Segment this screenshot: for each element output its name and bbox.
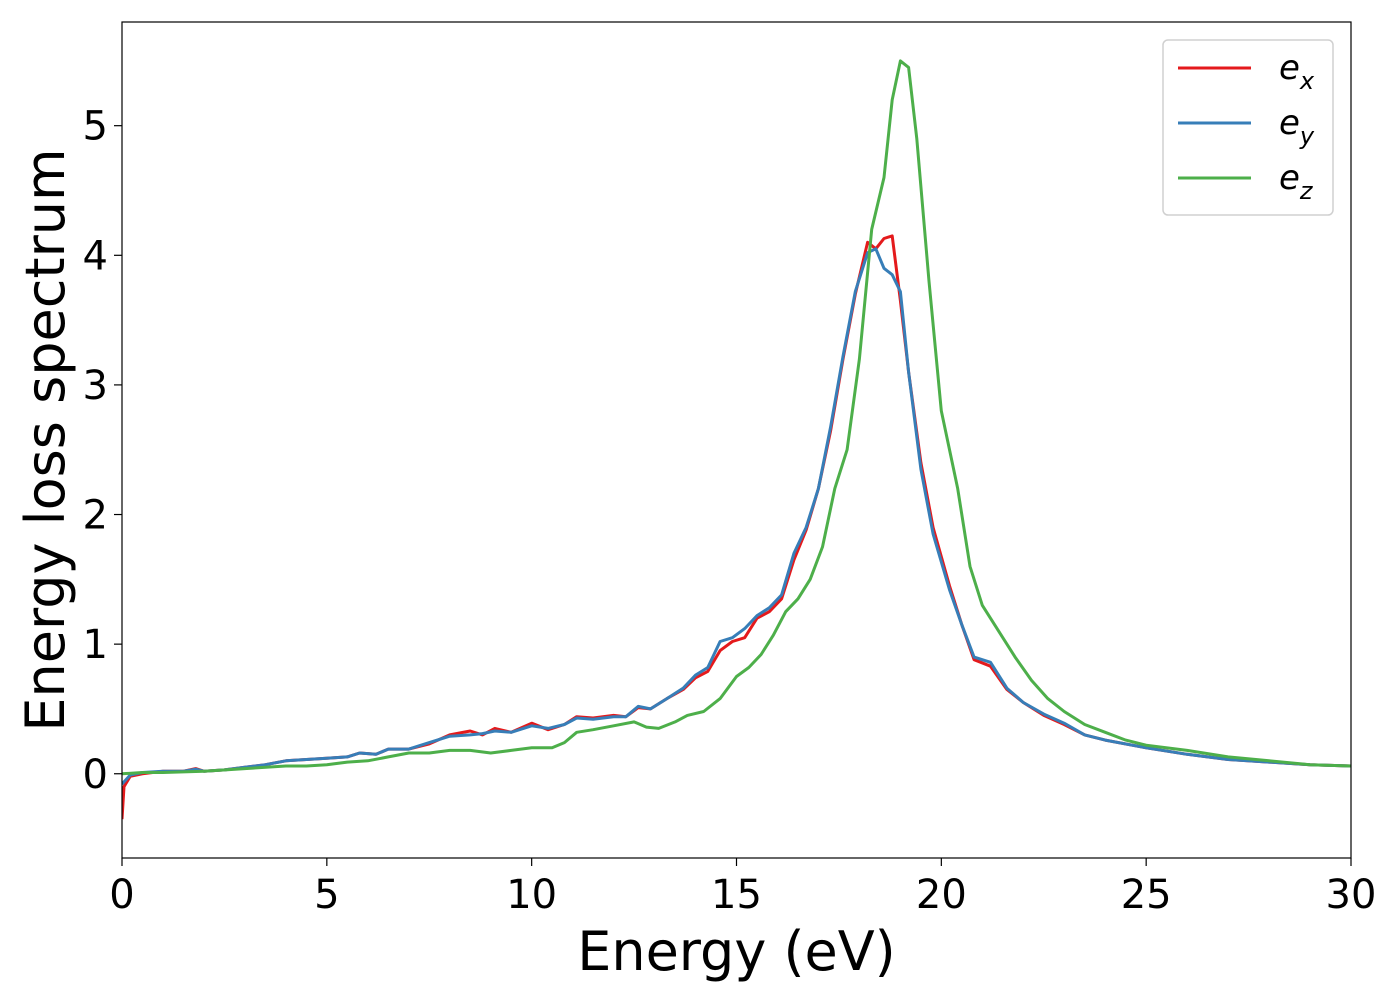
y-tick-label: 1 bbox=[83, 622, 108, 668]
x-tick-label: 15 bbox=[711, 872, 762, 918]
x-tick-label: 30 bbox=[1326, 872, 1377, 918]
series-line-ex bbox=[122, 234, 1351, 820]
series-layer bbox=[122, 59, 1351, 820]
y-tick-label: 3 bbox=[83, 363, 108, 409]
y-tick-label: 4 bbox=[83, 233, 108, 279]
x-tick-label: 25 bbox=[1121, 872, 1172, 918]
x-tick-label: 10 bbox=[506, 872, 557, 918]
y-axis: 0 1 2 3 4 5 bbox=[83, 104, 122, 798]
legend-entry-ey: ey bbox=[1178, 103, 1315, 150]
y-axis-label: Energy loss spectrum bbox=[14, 148, 77, 731]
y-tick-label: 0 bbox=[83, 752, 108, 798]
x-tick-label: 5 bbox=[314, 872, 339, 918]
x-axis-label: Energy (eV) bbox=[577, 920, 896, 983]
series-line-ez bbox=[122, 59, 1351, 776]
x-tick-label: 20 bbox=[916, 872, 967, 918]
series-line-ey bbox=[122, 247, 1351, 786]
x-tick-label: 0 bbox=[109, 872, 134, 918]
y-tick-label: 2 bbox=[83, 493, 108, 539]
legend-box bbox=[1162, 39, 1334, 216]
x-axis: 0 5 10 15 20 25 30 bbox=[109, 858, 1376, 918]
y-tick-label: 5 bbox=[83, 104, 108, 150]
